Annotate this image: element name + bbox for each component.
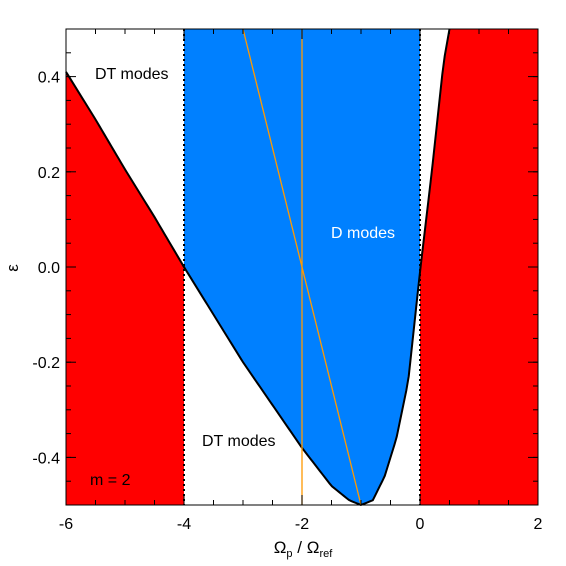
y-tick-label: 0.2 <box>38 165 60 182</box>
y-tick-label: 0.0 <box>38 260 60 277</box>
x-tick-label: 0 <box>416 516 425 533</box>
red-region-left <box>66 71 184 505</box>
y-axis-title: ε <box>3 264 22 272</box>
annotation-dt-top: DT modes <box>95 66 169 83</box>
x-tick-label: 2 <box>534 516 543 533</box>
orange-diagonal-line <box>242 28 362 506</box>
y-tick-label: 0.4 <box>38 70 60 87</box>
x-axis-title: Ωp / Ωref <box>274 538 334 560</box>
x-tick-label: -2 <box>295 516 309 533</box>
lines-layer <box>65 28 451 506</box>
y-tick-label: -0.2 <box>32 355 60 372</box>
annotation-d-modes: D modes <box>331 225 395 242</box>
y-tick-label: -0.4 <box>32 450 60 467</box>
red-region-right <box>420 29 538 505</box>
x-tick-label: -6 <box>59 516 73 533</box>
x-tick-label: -4 <box>177 516 191 533</box>
axes-layer: -6 -4 -2 0 2 -0.4 -0.2 0.0 0.2 0.4 <box>32 28 543 533</box>
annotation-m-label: m = 2 <box>90 472 131 489</box>
annotation-dt-bottom: DT modes <box>202 433 276 450</box>
boundary-curve <box>65 28 451 506</box>
